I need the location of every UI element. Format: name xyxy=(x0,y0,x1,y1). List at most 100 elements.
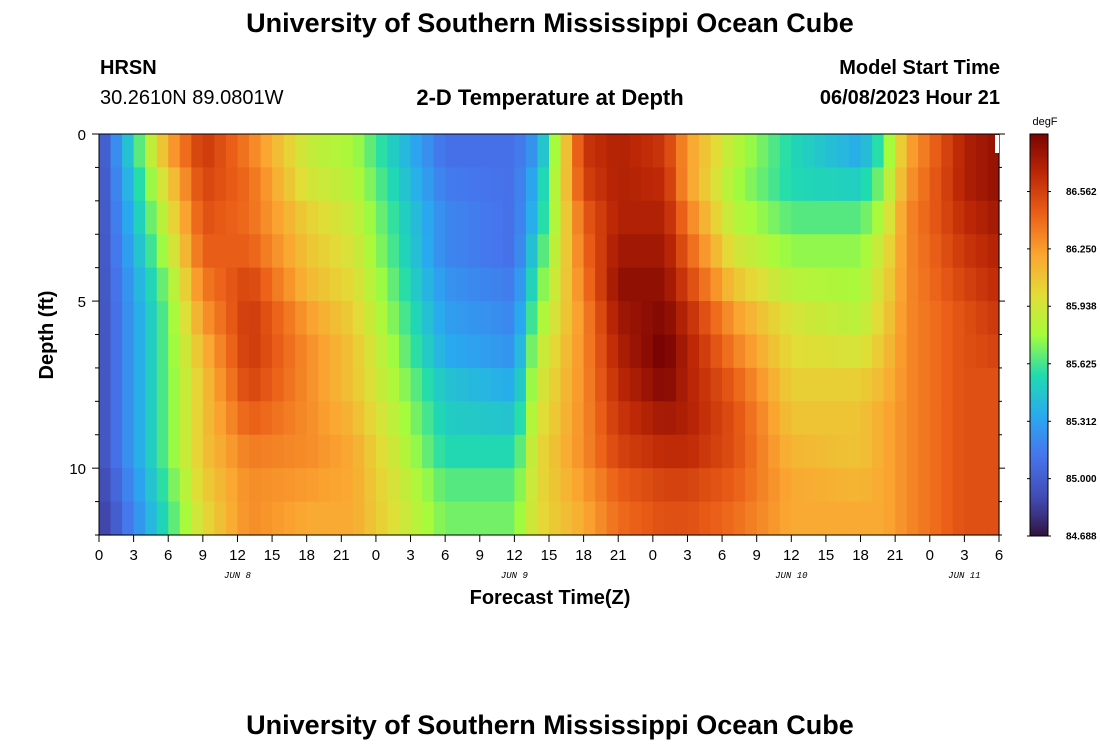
heatmap-cell xyxy=(445,267,458,302)
heatmap-cell xyxy=(756,167,769,202)
heatmap-cell xyxy=(329,401,342,436)
heatmap-cell xyxy=(422,167,435,202)
heatmap-cell xyxy=(825,367,839,402)
heatmap-cell xyxy=(387,401,400,436)
heatmap-cell xyxy=(502,134,515,169)
heatmap-cell xyxy=(675,167,689,202)
heatmap-cell xyxy=(295,434,308,469)
heatmap-cell xyxy=(791,367,804,402)
heatmap-cell xyxy=(214,468,227,503)
heatmap-cell xyxy=(525,301,539,336)
heatmap-cell xyxy=(375,267,389,302)
heatmap-cell xyxy=(514,434,527,469)
heatmap-cell xyxy=(975,167,989,202)
heatmap-cell xyxy=(595,434,608,469)
heatmap-cell xyxy=(699,301,712,336)
heatmap-cell xyxy=(687,468,700,503)
x-tick-label: 15 xyxy=(541,547,558,564)
heatmap-cell xyxy=(410,234,423,269)
heatmap-cell xyxy=(225,334,239,369)
heatmap-cell xyxy=(629,200,642,235)
heatmap-cell xyxy=(618,234,631,269)
heatmap-cell xyxy=(433,200,446,235)
heatmap-cell xyxy=(549,401,562,436)
heatmap-cell xyxy=(929,301,942,336)
x-tick-label: 0 xyxy=(649,547,657,564)
heatmap-cell xyxy=(502,167,515,202)
heatmap-cell xyxy=(133,301,146,336)
heatmap-cell xyxy=(156,334,169,369)
heatmap-cell xyxy=(629,167,642,202)
heatmap-cell xyxy=(664,334,677,369)
heatmap-cell xyxy=(687,501,700,536)
heatmap-cell xyxy=(618,167,631,202)
heatmap-cell xyxy=(952,267,965,302)
heatmap-cell xyxy=(791,401,804,436)
heatmap-cell xyxy=(110,334,123,369)
heatmap-cell xyxy=(860,468,873,503)
heatmap-cell xyxy=(675,468,689,503)
heatmap-cell xyxy=(618,501,631,536)
heatmap-cell xyxy=(941,234,954,269)
heatmap-cell xyxy=(168,468,181,503)
heatmap-cell xyxy=(929,367,942,402)
heatmap-cell xyxy=(341,334,354,369)
heatmap-cell xyxy=(514,167,527,202)
heatmap-cell xyxy=(629,234,642,269)
heatmap-cell xyxy=(918,267,931,302)
heatmap-cell xyxy=(249,301,262,336)
heatmap-cell xyxy=(133,468,146,503)
heatmap-cell xyxy=(710,501,723,536)
heatmap-cell xyxy=(595,267,608,302)
heatmap-cell xyxy=(733,234,746,269)
heatmap-cell xyxy=(145,134,158,169)
heatmap-cell xyxy=(895,434,908,469)
heatmap-cell xyxy=(652,200,665,235)
heatmap-cell xyxy=(341,267,354,302)
heatmap-cell xyxy=(802,134,815,169)
model-start-value: 06/08/2023 Hour 21 xyxy=(819,87,1000,109)
heatmap-cell xyxy=(964,134,977,169)
heatmap-cell xyxy=(583,234,596,269)
model-start-label: Model Start Time xyxy=(839,57,1000,79)
heatmap-cell xyxy=(560,134,573,169)
heatmap-cell xyxy=(906,334,919,369)
heatmap-cell xyxy=(179,167,192,202)
heatmap-cell xyxy=(179,334,192,369)
heatmap-cell xyxy=(641,234,654,269)
heatmap-cell xyxy=(491,234,504,269)
heatmap-cell xyxy=(145,267,158,302)
heatmap-cell xyxy=(675,434,689,469)
heatmap-cell xyxy=(745,401,758,436)
heatmap-cell xyxy=(595,501,608,536)
heatmap-cell xyxy=(618,434,631,469)
heatmap-cell xyxy=(422,367,435,402)
heatmap-cell xyxy=(122,401,135,436)
heatmap-cell xyxy=(849,134,862,169)
heatmap-cell xyxy=(791,167,804,202)
heatmap-cell xyxy=(145,200,158,235)
heatmap-cell xyxy=(872,234,885,269)
heatmap-cell xyxy=(872,334,885,369)
heatmap-cell xyxy=(525,434,539,469)
heatmap-cell xyxy=(572,234,585,269)
heatmap-cell xyxy=(687,267,700,302)
heatmap-cell xyxy=(745,468,758,503)
heatmap-cell xyxy=(341,468,354,503)
heatmap-cell xyxy=(502,267,515,302)
heatmap-cell xyxy=(191,434,204,469)
heatmap-cell xyxy=(168,301,181,336)
heatmap-cell xyxy=(110,401,123,436)
x-tick-label: 12 xyxy=(783,547,800,564)
heatmap-cell xyxy=(122,468,135,503)
heatmap-cell xyxy=(295,167,308,202)
heatmap-cell xyxy=(883,401,896,436)
heatmap-cell xyxy=(225,234,239,269)
heatmap-cell xyxy=(895,334,908,369)
heatmap-cell xyxy=(272,434,285,469)
heatmap-cell xyxy=(733,267,746,302)
heatmap-cell xyxy=(756,367,769,402)
heatmap-cell xyxy=(572,167,585,202)
heatmap-cell xyxy=(445,234,458,269)
heatmap-cell xyxy=(272,200,285,235)
